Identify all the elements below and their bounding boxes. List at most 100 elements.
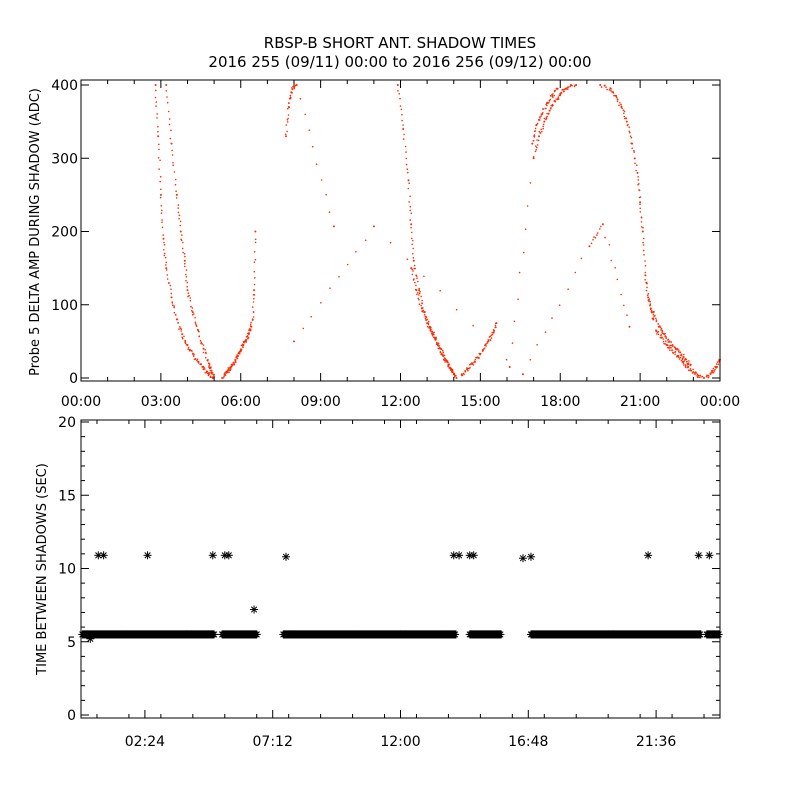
shadow-amp-point [547,113,550,115]
shadow-amp-point [649,304,651,307]
shadow-amp-point [567,86,570,88]
shadow-amp-point [680,353,683,356]
shadow-amp-point [172,164,174,167]
shadow-amp-point [428,320,430,323]
shadow-amp-point [176,318,179,321]
shadow-amp-point [542,123,545,126]
shadow-amp-point [226,370,229,373]
top-x-tick-label: 06:00 [221,394,261,410]
shadow-amp-point [649,303,652,305]
shadow-amp-point [626,314,628,316]
shadow-amp-point [416,277,418,280]
shadow-amp-point [660,327,663,330]
shadow-amp-point [234,359,237,361]
bottom-plot-frame [80,419,721,719]
shadow-amp-point [202,368,205,371]
shadow-amp-point [687,363,690,366]
shadow-amp-point [254,238,257,241]
shadow-amp-point [174,314,177,316]
shadow-amp-point [179,224,181,227]
shadow-amp-point [412,257,415,259]
shadow-amp-point [196,359,198,362]
shadow-amp-point [672,345,674,348]
shadow-amp-point [254,241,257,244]
shadow-amp-point [623,304,625,307]
shadow-amp-point [253,261,256,264]
shadow-amp-point [221,377,224,379]
shadow-amp-point [208,364,210,367]
shadow-amp-point [422,311,425,313]
shadow-amp-point [680,354,683,357]
shadow-amp-point [161,209,163,212]
shadow-amp-point [408,182,411,184]
shadow-amp-point [554,100,557,103]
shadow-amp-point [455,377,458,379]
shadow-amp-point [489,335,492,338]
shadow-amp-point [302,327,305,330]
shadow-amp-point [490,337,493,339]
shadow-amp-point [199,339,202,342]
shadow-amp-point [416,293,418,296]
shadow-amp-point [222,377,225,379]
shadow-amp-point [196,358,199,361]
shadow-amp-point [538,135,540,138]
bottom-y-tick-label: 10 [58,562,76,578]
shadow-interval-point [282,552,291,561]
shadow-amp-point [160,212,163,214]
shadow-amp-point [455,308,458,311]
shadow-amp-point [410,267,413,270]
top-x-tick-label: 09:00 [300,394,340,410]
shadow-amp-point [686,360,688,363]
shadow-amp-point [251,318,254,321]
shadow-amp-point [304,113,307,116]
shadow-amp-point [545,116,548,119]
shadow-amp-point [653,310,655,313]
shadow-amp-point [165,269,168,271]
shadow-interval-point [143,551,152,560]
shadow-amp-point [422,309,425,312]
shadow-amp-point [652,313,655,316]
shadow-amp-point [169,137,172,140]
shadow-amp-point [181,247,184,250]
shadow-amp-point [717,363,720,366]
shadow-amp-point [662,338,664,340]
shadow-amp-point [683,356,685,358]
shadow-amp-point [154,96,157,99]
shadow-amp-point [677,351,680,353]
shadow-amp-point [664,335,666,338]
shadow-amp-point [718,361,720,363]
shadow-amp-point [539,116,541,118]
shadow-amp-point [159,193,162,196]
shadow-amp-point [165,90,168,92]
shadow-amp-point [548,100,551,102]
shadow-amp-point [426,325,429,328]
shadow-amp-point [170,292,173,295]
shadow-amp-point [198,335,200,338]
shadow-amp-point [655,330,657,333]
shadow-amp-point [631,147,633,150]
top-x-tick-label: 15:00 [460,394,500,410]
shadow-amp-point [485,345,488,347]
shadow-amp-point [542,125,544,128]
shadow-amp-point [407,171,409,174]
shadow-amp-point [601,223,604,226]
shadow-amp-point [616,278,619,281]
shadow-amp-point [186,285,188,288]
shadow-amp-point [415,275,418,277]
shadow-amp-point [694,373,696,376]
shadow-amp-point [320,302,322,304]
shadow-amp-point [236,357,239,360]
shadow-amp-point [410,223,413,226]
shadow-amp-point [173,305,175,307]
shadow-amp-point [223,373,226,376]
shadow-amp-point [171,302,174,304]
shadow-amp-point [402,124,404,126]
shadow-amp-point [163,243,166,246]
shadow-amp-point [569,85,571,88]
shadow-amp-point [557,96,560,98]
shadow-amp-point [401,113,403,116]
shadow-amp-point [474,358,477,361]
shadow-amp-point [437,345,440,347]
top-x-tick-label: 03:00 [141,394,181,410]
shadow-amp-point [184,255,186,258]
